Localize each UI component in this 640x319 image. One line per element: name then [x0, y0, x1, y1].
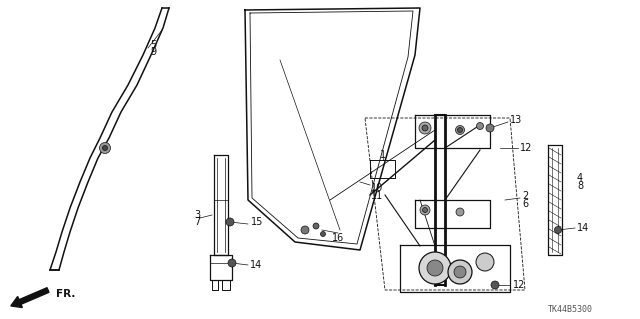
Circle shape [448, 260, 472, 284]
Circle shape [422, 207, 428, 212]
Circle shape [419, 122, 431, 134]
Circle shape [486, 124, 494, 132]
Circle shape [491, 281, 499, 289]
Text: 10: 10 [371, 183, 383, 193]
Text: 14: 14 [250, 260, 262, 270]
Text: 15: 15 [251, 217, 264, 227]
Text: 7: 7 [194, 217, 200, 227]
Text: 1: 1 [380, 150, 386, 160]
Text: 5: 5 [150, 40, 156, 50]
Circle shape [476, 253, 494, 271]
Text: 11: 11 [371, 191, 383, 201]
Text: 8: 8 [577, 181, 583, 191]
Text: 12: 12 [513, 280, 525, 290]
Circle shape [99, 143, 111, 153]
Circle shape [454, 266, 466, 278]
Text: 9: 9 [150, 47, 156, 57]
Text: 14: 14 [577, 223, 589, 233]
Circle shape [477, 122, 483, 130]
Text: 16: 16 [332, 233, 344, 243]
Circle shape [458, 128, 463, 132]
Circle shape [313, 223, 319, 229]
Circle shape [321, 232, 326, 236]
Text: 12: 12 [520, 143, 532, 153]
Text: 6: 6 [522, 199, 528, 209]
Circle shape [226, 218, 234, 226]
Text: 4: 4 [577, 173, 583, 183]
Text: FR.: FR. [56, 289, 76, 299]
Text: 13: 13 [510, 115, 522, 125]
Text: 2: 2 [522, 191, 528, 201]
Circle shape [554, 226, 561, 234]
Circle shape [456, 125, 465, 135]
Circle shape [228, 259, 236, 267]
Circle shape [427, 260, 443, 276]
Circle shape [422, 125, 428, 131]
Circle shape [420, 205, 430, 215]
Text: 3: 3 [194, 210, 200, 220]
Circle shape [456, 208, 464, 216]
Text: TK44B5300: TK44B5300 [547, 306, 593, 315]
Circle shape [102, 145, 108, 151]
Circle shape [301, 226, 309, 234]
FancyArrow shape [11, 288, 49, 308]
Circle shape [419, 252, 451, 284]
